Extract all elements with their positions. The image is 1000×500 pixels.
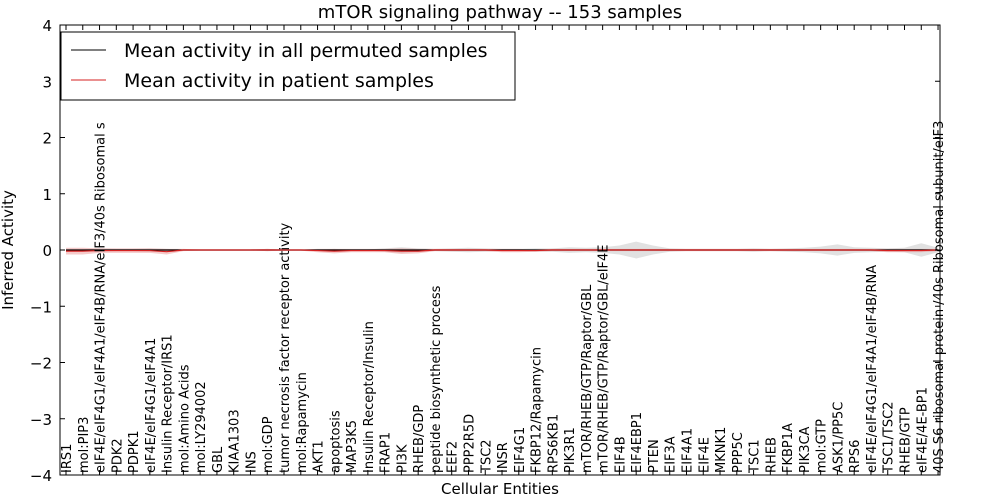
x-tick-label: eIF4E/eIF4G1/eIF4A1 (144, 338, 159, 473)
x-tick-label: FKBP1A (781, 423, 796, 473)
y-tick-label: 2 (42, 130, 52, 148)
x-tick-label: TSC2 (479, 439, 494, 474)
y-tick-label: −2 (30, 355, 52, 373)
x-tick-label: PDK2 (110, 438, 125, 473)
x-tick-label: GBL (211, 446, 226, 473)
x-tick-label: peptide biosynthetic process (429, 285, 444, 473)
y-tick-label: 0 (42, 242, 52, 260)
y-tick-label: −4 (30, 467, 52, 485)
x-tick-label: EIF4G1 (513, 427, 528, 473)
x-tick-label: mol:LY294002 (194, 381, 209, 473)
y-tick-label: −3 (30, 411, 52, 429)
x-tick-label: TSC1/TSC2 (882, 402, 897, 474)
x-tick-label: INSR (496, 442, 511, 473)
x-tick-label: PPP5C (731, 432, 746, 473)
x-tick-label: KIAA1303 (228, 409, 243, 473)
x-axis-label: Cellular Entities (441, 480, 559, 498)
x-tick-label: RHEB/GTP (899, 407, 914, 473)
x-tick-label: mol:GTP (815, 419, 830, 473)
x-tick-label: AKT1 (312, 440, 327, 473)
x-tick-label: PI3K (395, 444, 410, 473)
x-tick-label: FRAP1 (379, 432, 394, 473)
x-tick-label: eIF4E/eIF4G1/eIF4A1/eIF4B/RNA/eIF3/40s R… (94, 122, 109, 473)
x-tick-label: EIF4A1 (680, 428, 695, 473)
x-tick-label: mol:Amino Acids (177, 364, 192, 473)
x-tick-label: EIF4EBP1 (630, 412, 645, 473)
x-tick-label: PTEN (647, 439, 662, 473)
x-tick-label: Insulin Receptor/IRS1 (161, 334, 176, 473)
y-tick-label: 4 (42, 17, 52, 35)
series-line-1 (66, 249, 939, 253)
x-tick-label: Insulin Receptor/Insulin (362, 321, 377, 473)
chart-title: mTOR signaling pathway -- 153 samples (318, 2, 682, 23)
x-tick-label: EIF4B (613, 436, 628, 473)
x-tick-label: TSC1 (748, 439, 763, 474)
x-tick-label: EEF2 (446, 441, 461, 473)
x-tick-label: eIF4E/eIF4G1/eIF4A1/eIF4B/RNA (865, 265, 880, 473)
x-tick-label: IRS1 (60, 444, 75, 473)
y-tick-label: 1 (42, 186, 52, 204)
x-tick-label: tumor necrosis factor receptor activity (278, 222, 293, 473)
x-tick-label: RHEB/GDP (412, 405, 427, 473)
x-tick-label: RHEB (764, 437, 779, 473)
x-tick-label: EIF4E (697, 437, 712, 473)
x-tick-label: mol:GDP (261, 416, 276, 473)
x-tick-label: PPP2R5D (462, 414, 477, 473)
y-axis-label: Inferred Activity (0, 190, 17, 310)
legend-box (60, 31, 516, 101)
x-tick-label: MKNK1 (714, 427, 729, 473)
x-tick-label: mol:PIP3 (77, 417, 92, 473)
legend: Mean activity in all permuted samples Me… (60, 31, 516, 101)
x-tick-label: mTOR/RHEB/GTP/Raptor/GBL (580, 284, 595, 473)
x-tick-label: PIK3CA (798, 426, 813, 473)
x-tick-label: MAP3K5 (345, 420, 360, 473)
x-tick-label: EIF3A (664, 436, 679, 473)
x-tick-label: INS (244, 451, 259, 473)
x-tick-label: ASK1/PP5C (831, 402, 846, 473)
x-tick-label: 40S S6 ribosomal protein /40s Ribosomal … (932, 121, 947, 473)
x-tick-label: mTOR/RHEB/GTP/Raptor/GBL/eIF4E (597, 245, 612, 474)
x-tick-label: RPS6 (848, 440, 863, 473)
x-tick-label: mol:Rapamycin (295, 372, 310, 473)
x-tick-label: RPS6KB1 (546, 414, 561, 473)
x-tick-label: PIK3R1 (563, 427, 578, 473)
y-tick-label: −1 (30, 298, 52, 316)
y-tick-label: 3 (42, 73, 52, 91)
legend-label-patient: Mean activity in patient samples (124, 70, 434, 92)
legend-label-permuted: Mean activity in all permuted samples (124, 40, 487, 62)
x-tick-label: FKBP12/Rapamycin (530, 347, 545, 473)
x-tick-label: PDPK1 (127, 431, 142, 474)
x-tick-label: apoptosis (328, 410, 343, 473)
x-tick-label: eIF4E/4E-BP1 (915, 387, 930, 473)
